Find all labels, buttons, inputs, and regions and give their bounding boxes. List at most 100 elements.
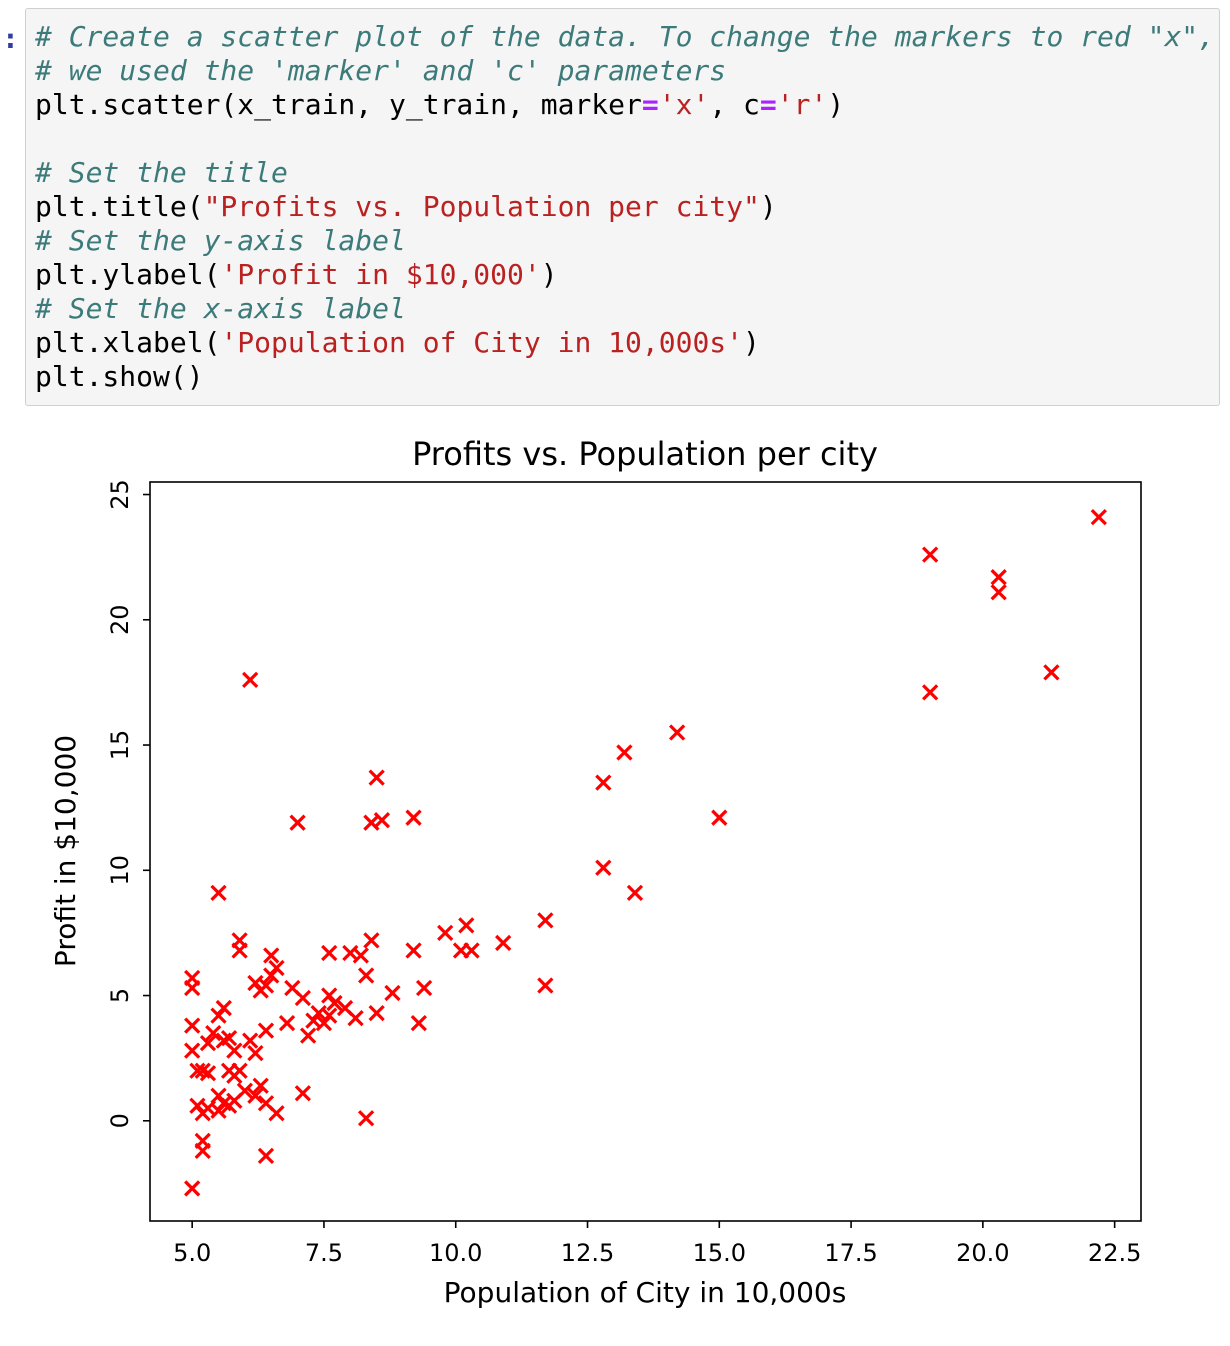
code-line bbox=[35, 122, 1215, 156]
code-line: # Create a scatter plot of the data. To … bbox=[35, 20, 1215, 54]
code-token: plt.title( bbox=[35, 190, 204, 223]
data-point-x-marker bbox=[990, 569, 1007, 586]
data-point-x-marker bbox=[463, 942, 480, 959]
x-tick-label: 20.0 bbox=[956, 1239, 1009, 1267]
data-point-x-marker bbox=[231, 1062, 248, 1079]
data-point-x-marker bbox=[184, 1180, 201, 1197]
data-point-x-marker bbox=[626, 884, 644, 901]
data-point-x-marker bbox=[289, 814, 306, 831]
data-point-x-marker bbox=[242, 671, 259, 689]
x-tick-label: 22.5 bbox=[1088, 1239, 1141, 1267]
code-token: = bbox=[759, 88, 777, 121]
code-token: 'Profit in $10,000' bbox=[220, 258, 541, 291]
data-point-x-marker bbox=[205, 1024, 222, 1042]
data-point-x-marker bbox=[263, 967, 280, 984]
code-token: , c bbox=[709, 88, 760, 121]
y-tick-label: 10 bbox=[106, 855, 134, 886]
data-point-x-marker bbox=[184, 979, 201, 997]
data-point-x-marker bbox=[405, 942, 422, 959]
data-point-x-marker bbox=[415, 979, 433, 997]
data-point-x-marker bbox=[184, 1017, 201, 1034]
code-token: # we used the 'marker' and 'c' parameter… bbox=[35, 54, 727, 87]
code-line: plt.title("Profits vs. Population per ci… bbox=[35, 190, 1215, 224]
code-line: # Set the y-axis label bbox=[35, 224, 1215, 258]
data-point-x-marker bbox=[294, 1085, 311, 1102]
code-cell[interactable]: # Create a scatter plot of the data. To … bbox=[25, 8, 1220, 406]
code-token: 'r' bbox=[776, 88, 828, 121]
code-token: = bbox=[641, 88, 659, 121]
data-point-x-marker bbox=[184, 1042, 201, 1059]
code-token: 'Population of City in 10,000s' bbox=[220, 326, 744, 359]
data-point-x-marker bbox=[247, 1045, 264, 1062]
chart-title: Profits vs. Population per city bbox=[412, 435, 878, 473]
y-tick-label: 0 bbox=[106, 1113, 134, 1128]
data-point-x-marker bbox=[357, 1110, 375, 1127]
data-point-x-marker bbox=[199, 1035, 217, 1052]
y-tick-label: 20 bbox=[106, 605, 134, 636]
cell-prompt: : bbox=[2, 22, 19, 55]
x-axis-label: Population of City in 10,000s bbox=[444, 1276, 847, 1309]
code-line: # Set the x-axis label bbox=[35, 292, 1215, 326]
data-point-x-marker bbox=[231, 942, 248, 959]
data-point-x-marker bbox=[226, 1042, 243, 1059]
data-point-x-marker bbox=[384, 984, 401, 1002]
data-point-x-marker bbox=[257, 1147, 275, 1164]
data-point-x-marker bbox=[210, 1102, 227, 1119]
data-point-x-marker bbox=[252, 1077, 269, 1094]
y-tick-label: 15 bbox=[106, 730, 134, 761]
scatter-plot: Profits vs. Population per city Populati… bbox=[49, 435, 1142, 1309]
data-point-x-marker bbox=[437, 924, 454, 942]
data-point-x-marker bbox=[410, 1014, 427, 1032]
data-point-x-marker bbox=[363, 932, 380, 949]
code-token: # Set the x-axis label bbox=[35, 292, 406, 325]
data-point-x-marker bbox=[242, 1032, 259, 1049]
data-point-x-marker bbox=[199, 1065, 217, 1082]
y-tick-label: 5 bbox=[106, 988, 134, 1003]
data-point-x-marker bbox=[458, 917, 475, 934]
x-tick-label: 10.0 bbox=[429, 1239, 482, 1267]
data-point-x-marker bbox=[1090, 508, 1107, 526]
code-token: plt.show() bbox=[35, 360, 204, 393]
data-point-x-marker bbox=[300, 1027, 317, 1044]
scatter-points bbox=[184, 508, 1107, 1197]
x-tick-label: 7.5 bbox=[305, 1239, 343, 1267]
x-tick-label: 15.0 bbox=[693, 1239, 746, 1267]
data-point-x-marker bbox=[616, 744, 633, 761]
data-point-x-marker bbox=[537, 977, 554, 994]
data-point-x-marker bbox=[220, 1029, 238, 1047]
data-point-x-marker bbox=[368, 769, 385, 786]
x-tick-label: 5.0 bbox=[173, 1239, 211, 1267]
code-line: plt.scatter(x_train, y_train, marker='x'… bbox=[35, 88, 1215, 122]
data-point-x-marker bbox=[247, 1087, 264, 1104]
data-point-x-marker bbox=[373, 812, 391, 829]
data-point-x-marker bbox=[922, 546, 939, 563]
code-token: ) bbox=[743, 326, 760, 359]
data-point-x-marker bbox=[342, 944, 359, 962]
code-line: # we used the 'marker' and 'c' parameter… bbox=[35, 54, 1215, 88]
data-point-x-marker bbox=[595, 859, 612, 876]
data-point-x-marker bbox=[495, 934, 512, 952]
code-token: plt.scatter(x_train, y_train, marker bbox=[35, 88, 642, 121]
code-token: # Set the y-axis label bbox=[35, 224, 406, 257]
data-point-x-marker bbox=[247, 974, 264, 992]
plot-area-frame bbox=[149, 481, 1142, 1222]
data-point-x-marker bbox=[210, 884, 227, 901]
data-point-x-marker bbox=[368, 1004, 385, 1022]
data-point-x-marker bbox=[257, 1022, 275, 1039]
data-point-x-marker bbox=[537, 912, 554, 929]
data-point-x-marker bbox=[194, 1142, 211, 1159]
data-point-x-marker bbox=[321, 944, 338, 962]
data-point-x-marker bbox=[315, 1014, 333, 1032]
data-point-x-marker bbox=[990, 584, 1007, 601]
data-point-x-marker bbox=[263, 947, 280, 964]
code-token: # Set the title bbox=[35, 156, 288, 189]
data-point-x-marker bbox=[278, 1014, 296, 1032]
code-token: plt.xlabel( bbox=[35, 326, 221, 359]
code-token: 'x' bbox=[658, 88, 710, 121]
code-token: "Profits vs. Population per city" bbox=[203, 190, 760, 223]
code-line: plt.show() bbox=[35, 360, 1215, 394]
code-editor[interactable]: # Create a scatter plot of the data. To … bbox=[35, 20, 1215, 394]
code-token: ) bbox=[759, 190, 777, 223]
data-point-x-marker bbox=[668, 724, 686, 741]
code-line: plt.xlabel('Population of City in 10,000… bbox=[35, 326, 1215, 360]
